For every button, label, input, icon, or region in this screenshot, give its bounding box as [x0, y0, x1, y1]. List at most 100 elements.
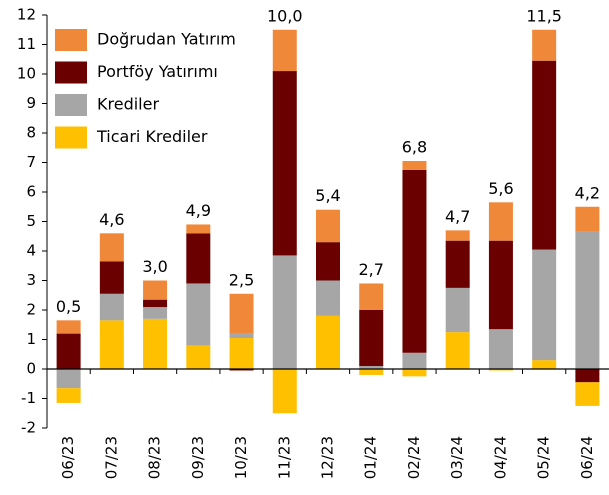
- x-tick-label: 06/24: [578, 436, 596, 479]
- bar-segment: [229, 293, 254, 334]
- bar-segment: [575, 382, 600, 406]
- bar-segment: [359, 366, 384, 369]
- y-tick-label: 8: [26, 124, 36, 142]
- bar-segment: [575, 231, 600, 369]
- bar-segment: [99, 320, 124, 369]
- legend-label: Krediler: [97, 95, 159, 114]
- bar-segment: [186, 224, 211, 234]
- x-tick-label: 05/24: [535, 436, 553, 479]
- total-label: 5,6: [488, 179, 513, 198]
- x-tick-label: 06/23: [59, 436, 77, 479]
- bar-segment: [316, 209, 340, 243]
- bar-segment: [229, 369, 254, 371]
- legend-label: Doğrudan Yatırım: [97, 30, 236, 49]
- total-label: 0,5: [56, 297, 81, 316]
- bar-segment: [56, 333, 81, 369]
- legend-label: Ticari Krediler: [96, 127, 208, 146]
- bar-segment: [445, 230, 470, 241]
- y-tick-label: 5: [26, 212, 36, 230]
- bar-segment: [488, 240, 513, 330]
- bar-segment: [575, 206, 600, 232]
- legend-swatch: [55, 126, 87, 149]
- bar-segment: [445, 240, 470, 288]
- total-label: 2,5: [229, 270, 254, 289]
- x-tick-label: 07/23: [102, 436, 120, 479]
- bar-segment: [186, 233, 211, 284]
- bar-segment: [402, 161, 427, 170]
- bar-segment: [532, 360, 557, 369]
- x-tick-label: 11/23: [275, 436, 293, 479]
- total-label: 11,5: [526, 6, 562, 25]
- bar-segment: [272, 71, 297, 256]
- bar-segment: [488, 329, 513, 369]
- x-tick-label: 10/23: [232, 436, 250, 479]
- total-label: 2,7: [359, 260, 384, 279]
- bar-segment: [445, 287, 470, 333]
- y-tick-label: 4: [26, 242, 36, 260]
- bar-segment: [272, 29, 297, 72]
- y-tick-label: 12: [17, 6, 36, 24]
- bar-segment: [56, 320, 81, 334]
- total-label: 4,2: [575, 183, 600, 202]
- bar-segment: [143, 299, 168, 308]
- bar-segment: [532, 60, 557, 250]
- bar-segment: [488, 369, 513, 371]
- bar-segment: [359, 283, 384, 310]
- bar-segment: [99, 233, 124, 262]
- total-label: 10,0: [267, 6, 303, 25]
- y-tick-label: 0: [26, 360, 36, 378]
- total-label: 3,0: [142, 257, 167, 276]
- x-tick-label: 03/24: [448, 436, 466, 479]
- y-tick-label: 2: [26, 301, 36, 319]
- bar-segment: [532, 29, 557, 61]
- total-label: 4,7: [445, 207, 470, 226]
- bar-segment: [56, 388, 81, 403]
- x-tick-label: 01/24: [362, 436, 380, 479]
- bar-segment: [143, 307, 168, 319]
- bar-segment: [316, 280, 340, 316]
- y-tick-label: 10: [17, 65, 36, 83]
- legend-label: Portföy Yatırımı: [97, 62, 218, 81]
- bar-segment: [359, 310, 384, 367]
- bar-segment: [143, 280, 168, 300]
- total-label: 6,8: [402, 138, 427, 157]
- y-tick-label: -1: [21, 389, 36, 407]
- bar-segment: [359, 369, 384, 375]
- bar-segment: [532, 249, 557, 361]
- bar-segment: [56, 369, 81, 389]
- bar-segment: [402, 369, 427, 377]
- bar-segment: [445, 332, 470, 369]
- x-tick-label: 02/24: [405, 436, 423, 479]
- bar-segment: [99, 261, 124, 294]
- x-tick-label: 08/23: [146, 436, 164, 479]
- y-tick-label: -2: [21, 419, 36, 437]
- bar-segment: [143, 318, 168, 369]
- y-tick-label: 9: [26, 94, 36, 112]
- total-label: 5,4: [315, 186, 340, 205]
- x-tick-label: 12/23: [319, 436, 337, 479]
- y-tick-label: 1: [26, 330, 36, 348]
- bar-segment: [272, 255, 297, 369]
- y-tick-label: 7: [26, 153, 36, 171]
- x-tick-label: 09/23: [189, 436, 207, 479]
- bar-segment: [316, 242, 340, 281]
- legend-swatch: [55, 29, 87, 51]
- bar-segment: [402, 352, 427, 369]
- y-tick-label: 6: [26, 183, 36, 201]
- bar-segment: [488, 202, 513, 241]
- y-tick-label: 3: [26, 271, 36, 289]
- bar-segment: [402, 169, 427, 353]
- bar-segment: [229, 338, 254, 369]
- bar-segment: [575, 369, 600, 383]
- bar-segment: [229, 333, 254, 339]
- bar-segment: [272, 369, 297, 414]
- total-label: 4,9: [186, 201, 211, 220]
- bar-segment: [186, 345, 211, 369]
- bar-segment: [186, 283, 211, 346]
- bar-segment: [316, 315, 340, 369]
- legend-swatch: [55, 61, 87, 84]
- y-tick-label: 11: [17, 35, 36, 53]
- bar-segment: [99, 293, 124, 321]
- total-label: 4,6: [99, 210, 124, 229]
